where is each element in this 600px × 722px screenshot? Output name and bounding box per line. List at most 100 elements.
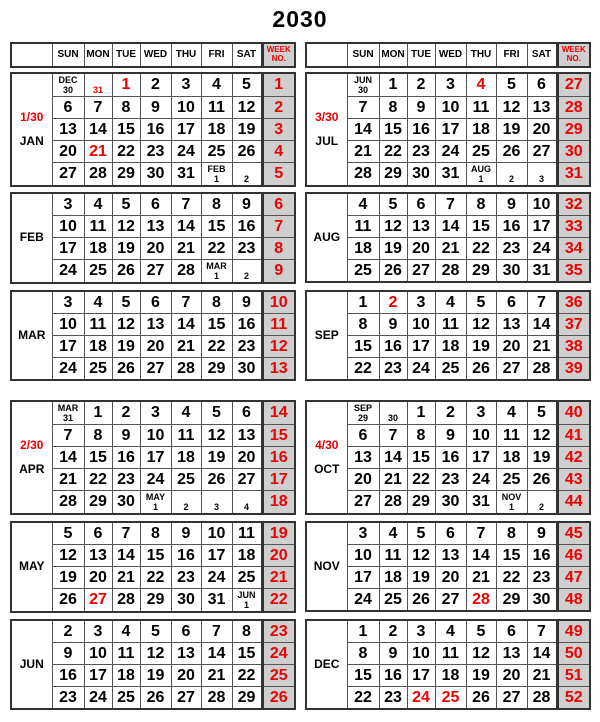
day-cell: 30 <box>434 490 467 515</box>
day-cell: 14 <box>526 313 558 336</box>
day-cell: 5 <box>111 192 141 216</box>
day-cell: 12 <box>139 642 172 665</box>
day-cell: 22 <box>346 686 380 710</box>
day-cell: 26 <box>200 468 233 491</box>
day-cell: 12 <box>200 424 233 447</box>
week-number-cell: 4 <box>260 140 296 163</box>
day-cell: 25 <box>170 468 202 491</box>
week-row: NOV 3 4 5 6 7 8 9 45 <box>305 521 591 612</box>
day-cell: 28 <box>434 259 467 283</box>
day-cell: 28 <box>346 162 380 187</box>
weekday-header-mon: MON <box>83 42 113 68</box>
day-cell: 11 <box>346 215 380 238</box>
day-cell: 12 <box>111 215 141 238</box>
day-cell: 22 <box>465 237 497 260</box>
day-cell: 13 <box>406 215 436 238</box>
week-number-cell: 31 <box>555 162 591 187</box>
month-label-cell: 4/30 OCT <box>305 400 348 515</box>
day-cell: 28 <box>526 686 558 710</box>
day-cell: 6 <box>406 192 436 216</box>
week-row: JUN 2 3 4 5 6 7 8 23 <box>10 619 296 710</box>
day-cell: 12 <box>465 313 497 336</box>
day-cell: 18 <box>465 118 497 141</box>
day-cell: 28 <box>170 259 202 284</box>
month-name: APR <box>19 461 45 476</box>
day-cell: 4 <box>434 619 467 643</box>
weekday-header-mon: MON <box>378 42 408 68</box>
day-cell: 10 <box>139 424 172 447</box>
day-cell: 6 <box>83 521 113 545</box>
weekday-header-tue: TUE <box>406 42 436 68</box>
day-cell: 26 <box>111 259 141 284</box>
day-cell: 25 <box>465 140 497 163</box>
day-cell: 2 <box>406 72 436 97</box>
day-cell: 11 <box>434 313 467 336</box>
day-cell: 20 <box>526 118 558 141</box>
day-cell: 11 <box>170 424 202 447</box>
day-cell: 16 <box>378 335 408 358</box>
month-label-cell: FEB <box>10 192 53 284</box>
day-cell: 17 <box>83 664 113 687</box>
day-cell: 16 <box>170 544 202 567</box>
week-row: 11 12 13 14 15 16 17 33 <box>306 215 591 238</box>
day-cell: 17 <box>465 446 497 469</box>
day-cell: 5 <box>51 521 85 545</box>
day-cell: 20 <box>139 335 172 358</box>
day-cell: 13 <box>170 642 202 665</box>
week-row: SEP 1 2 3 4 5 6 7 36 <box>305 290 591 381</box>
weekday-header-row: SUN MON TUE WED THU FRI SAT WEEK NO. <box>305 42 591 68</box>
day-cell: 16 <box>406 118 436 141</box>
day-cell: 27 <box>139 357 172 381</box>
day-cell: 26 <box>51 588 85 613</box>
day-cell: 25 <box>346 259 380 283</box>
week-row: 15 16 17 18 19 20 21 38 <box>306 335 591 358</box>
day-cell: 19 <box>231 118 263 141</box>
day-cell: 8 <box>406 424 436 447</box>
day-cell: 6 <box>526 72 558 97</box>
week-row: 7 8 9 10 11 12 13 15 <box>11 424 296 447</box>
day-cell: 1 <box>111 72 141 97</box>
week-row: 16 17 18 19 20 21 22 25 <box>11 664 296 687</box>
month-label-cell: JUN <box>10 619 53 710</box>
day-cell: 8 <box>378 96 408 119</box>
day-cell: MAR 1 <box>200 259 233 284</box>
day-cell: 3 <box>434 72 467 97</box>
day-cell: 30 <box>139 162 172 187</box>
day-cell: 13 <box>51 118 85 141</box>
week-number-cell: 3 <box>260 118 296 141</box>
day-cell: 29 <box>378 162 408 187</box>
day-cell: 12 <box>495 96 528 119</box>
week-number-cell: 21 <box>260 566 296 589</box>
day-cell: 28 <box>111 588 141 613</box>
day-cell: 19 <box>139 664 172 687</box>
weekday-header-sat: SAT <box>526 42 558 68</box>
week-number-cell: 34 <box>555 237 591 260</box>
day-cell: 6 <box>139 192 172 216</box>
day-cell: 30 <box>378 400 408 425</box>
day-cell: 11 <box>111 642 141 665</box>
day-cell: 18 <box>434 664 467 687</box>
week-number-cell: 7 <box>260 215 296 238</box>
day-cell: 10 <box>51 215 85 238</box>
day-cell: 2 <box>526 490 558 515</box>
week-number-cell: 10 <box>260 290 296 314</box>
day-cell: 30 <box>526 588 558 612</box>
week-row: 9 10 11 12 13 14 15 24 <box>11 642 296 665</box>
day-cell: 12 <box>526 424 558 447</box>
day-cell: 2 <box>139 72 172 97</box>
day-cell: 25 <box>83 259 113 284</box>
day-cell: 24 <box>139 468 172 491</box>
day-cell: 22 <box>378 140 408 163</box>
week-number-cell: 37 <box>555 313 591 336</box>
day-cell: 2 <box>434 400 467 425</box>
day-cell: 10 <box>83 642 113 665</box>
day-cell: 21 <box>51 468 85 491</box>
day-cell: 31 <box>434 162 467 187</box>
week-number-cell: 1 <box>260 72 296 97</box>
day-cell: 11 <box>465 96 497 119</box>
day-cell: 25 <box>200 140 233 163</box>
week-number-cell: 42 <box>555 446 591 469</box>
month-block-oct: 4/30 OCT SEP 29 30 1 2 3 4 5 40 6 7 8 9 10 11 12 41 13 14 15… <box>305 400 591 515</box>
day-cell: 27 <box>495 686 528 710</box>
week-number-cell: 38 <box>555 335 591 358</box>
